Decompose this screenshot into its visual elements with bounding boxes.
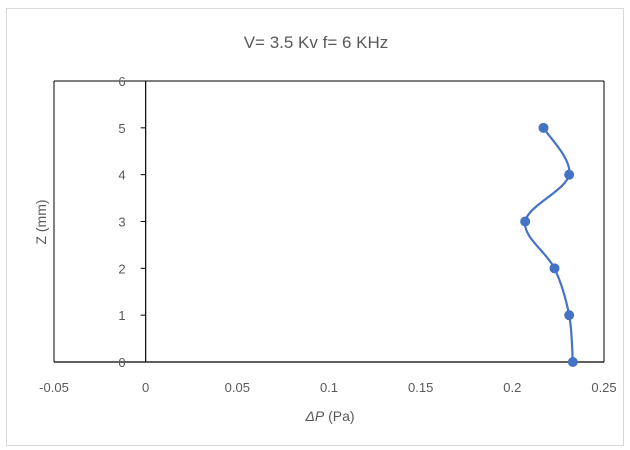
data-point (549, 263, 560, 274)
y-tick-label: 5 (118, 121, 125, 136)
x-tick-label: 0 (142, 380, 149, 395)
y-tick-label: 6 (118, 74, 125, 89)
x-tick-label: 0.25 (591, 380, 616, 395)
y-tick-label: 2 (118, 261, 125, 276)
data-point (567, 357, 578, 367)
data-markers (520, 122, 578, 367)
x-tick-label: -0.05 (39, 380, 69, 395)
x-tick-labels: -0.05 0 0.05 0.1 0.15 0.2 0.25 (39, 380, 616, 395)
y-tick-label: 1 (118, 308, 125, 323)
data-point (564, 169, 575, 180)
x-tick-label: 0.05 (225, 380, 250, 395)
y-axis-title: Z (mm) (33, 199, 49, 244)
x-axis-title: ΔP (Pa) (304, 408, 354, 424)
data-point (564, 310, 575, 321)
data-point (520, 216, 531, 227)
x-tick-label: 0.15 (408, 380, 433, 395)
data-point (538, 122, 549, 133)
y-tick-label: 0 (118, 355, 125, 370)
x-tick-label: 0.1 (320, 380, 338, 395)
x-axis-unit: (Pa) (324, 408, 354, 424)
y-tick-label: 3 (118, 215, 125, 230)
y-tick-label: 4 (118, 168, 125, 183)
y-tick-labels: 0 1 2 3 4 5 6 (118, 74, 146, 370)
chart-title: V= 3.5 Kv f= 6 KHz (244, 33, 389, 52)
x-tick-label: 0.2 (503, 380, 521, 395)
series-line (524, 127, 574, 363)
x-axis-symbol: ΔP (304, 408, 324, 424)
